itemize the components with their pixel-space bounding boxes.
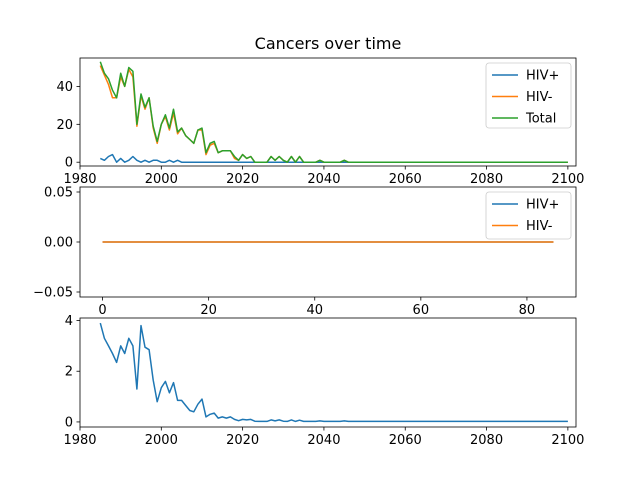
x-tick-label: 20 bbox=[200, 303, 217, 318]
x-tick-label: 60 bbox=[413, 303, 430, 318]
y-tick-label: 2 bbox=[65, 365, 73, 380]
axes-frame bbox=[79, 57, 577, 167]
legend-label: HIV- bbox=[526, 90, 553, 105]
series-line-series0 bbox=[99, 322, 568, 423]
y-tick-label: −0.05 bbox=[33, 286, 73, 301]
x-tick-label: 40 bbox=[306, 303, 323, 318]
x-tick-label: 2000 bbox=[145, 172, 178, 187]
y-tick-label: 0.00 bbox=[44, 236, 73, 251]
y-tick-label: 20 bbox=[56, 118, 73, 133]
x-tick-label: 2080 bbox=[470, 172, 503, 187]
legend-label: HIV+ bbox=[526, 198, 559, 213]
legend: HIV+ HIV- Total bbox=[485, 62, 572, 129]
y-tick-label: 0 bbox=[65, 156, 73, 171]
x-tick-label: 2100 bbox=[551, 172, 584, 187]
x-tick-label: 2060 bbox=[389, 433, 422, 448]
y-tick-label: 4 bbox=[65, 314, 73, 329]
plots: 1980 2000 2020 2040 2060 2080 210002040HIV+HIV… bbox=[33, 57, 584, 448]
y-tick-label: 40 bbox=[56, 80, 73, 95]
x-tick-label: 2040 bbox=[307, 433, 340, 448]
series-line-hiv bbox=[99, 153, 568, 163]
x-tick-label: 2100 bbox=[551, 433, 584, 448]
x-tick-label: 2080 bbox=[470, 433, 503, 448]
legend-label: HIV+ bbox=[526, 69, 559, 84]
x-tick-label: 2000 bbox=[145, 433, 178, 448]
subplot-3: 1980 2000 2020 2040 2060 2080 2100 0 2 4 bbox=[63, 314, 584, 448]
x-tick-label: 0 bbox=[98, 303, 106, 318]
legend-label: HIV- bbox=[526, 219, 553, 234]
y-tick-label: 0.05 bbox=[44, 186, 73, 201]
legend-label: Total bbox=[525, 112, 556, 127]
legend-box bbox=[485, 62, 572, 129]
chart-title: Cancers over time bbox=[255, 34, 402, 53]
x-tick-label: 1980 bbox=[63, 433, 96, 448]
x-tick-label: 2040 bbox=[307, 172, 340, 187]
axes-frame bbox=[79, 317, 577, 428]
x-tick-label: 80 bbox=[519, 303, 536, 318]
x-tick-label: 2020 bbox=[226, 172, 259, 187]
series-line-total bbox=[99, 61, 568, 163]
x-tick-label: 2020 bbox=[226, 433, 259, 448]
subplot-2: 0 20 40 60 80 −0.05 0.00 0.05 HIV+ HIV- bbox=[33, 186, 577, 318]
subplot-1: 1980 2000 2020 2040 2060 2080 210002040HIV+HIV… bbox=[56, 57, 584, 187]
y-tick-label: 0 bbox=[65, 415, 73, 430]
legend: HIV+ HIV- bbox=[485, 191, 572, 240]
x-tick-label: 2060 bbox=[389, 172, 422, 187]
x-tick-label: 1980 bbox=[63, 172, 96, 187]
